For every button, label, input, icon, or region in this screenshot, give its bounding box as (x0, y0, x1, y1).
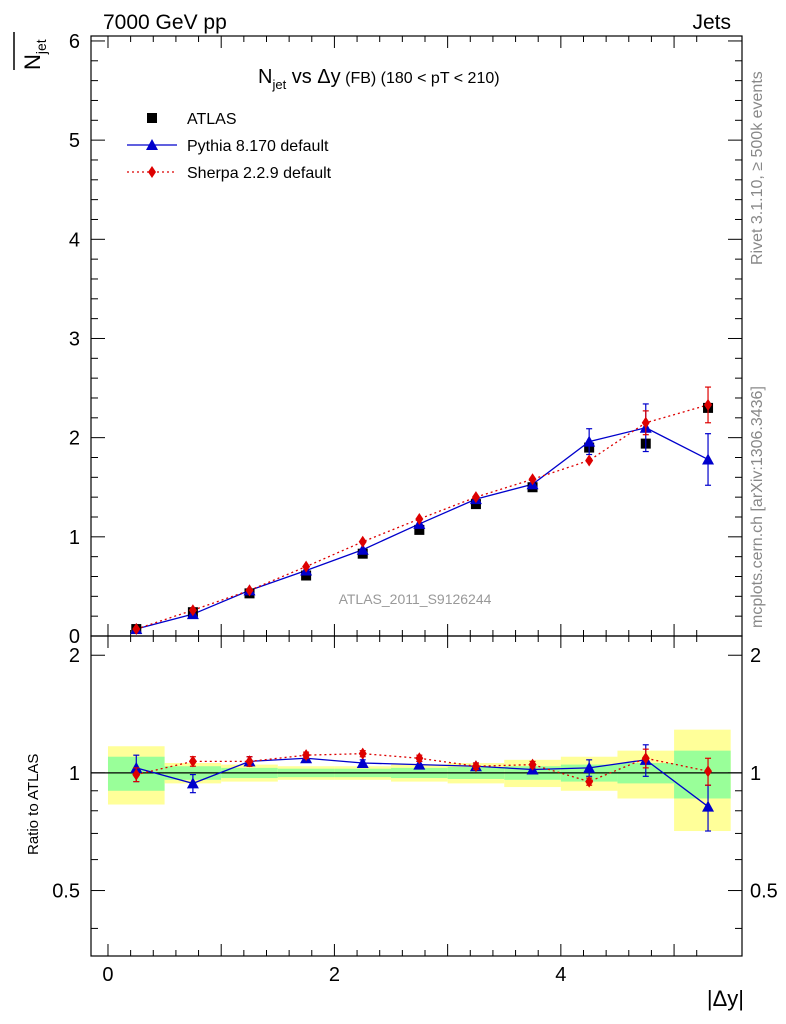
title-rest: vs Δy (286, 66, 340, 88)
title-main: N (258, 66, 272, 88)
ratio-tick-label-right: 0.5 (750, 881, 778, 903)
sherpa-ratio-point (188, 755, 197, 768)
sherpa-point (471, 491, 480, 504)
legend-sherpa-label: Sherpa 2.2.9 default (187, 165, 332, 182)
legend-atlas-label: ATLAS (187, 111, 237, 128)
legend-atlas-marker (147, 113, 157, 123)
pythia-point (702, 453, 715, 465)
title-range: (180 < pT < 210) (376, 70, 499, 87)
x-tick-label: 0 (102, 964, 113, 986)
y-tick-label: 6 (69, 31, 80, 53)
sherpa-ratio-point (358, 747, 367, 760)
title-fb: (FB) (341, 70, 377, 87)
sherpa-ratio-point (641, 752, 650, 765)
sherpa-point (704, 398, 713, 411)
y-tick-label: 5 (69, 130, 80, 152)
sherpa-line (136, 404, 709, 630)
chart-title: Njet vs Δy (FB) (180 < pT < 210) (258, 66, 500, 92)
y-tick-label: 0 (69, 626, 80, 648)
mcplots-label: mcplots.cern.ch [arXiv:1306.3436] (749, 386, 766, 628)
ratio-tick-label-right: 2 (750, 645, 761, 667)
sherpa-ratio-point (302, 749, 311, 762)
y-tick-label: 4 (69, 229, 80, 251)
title-sub: jet (271, 77, 286, 92)
sherpa-ratio-point (471, 760, 480, 773)
pythia-ratio-point (702, 800, 715, 812)
ratio-axis-label: Ratio to ATLAS (25, 754, 42, 855)
sherpa-point (358, 535, 367, 548)
y-tick-label: 1 (69, 527, 80, 549)
x-tick-label: 4 (555, 964, 566, 986)
sherpa-point (585, 454, 594, 467)
legend-sherpa-marker (148, 166, 156, 178)
sherpa-point (188, 604, 197, 617)
ratio-tick-label-left: 1 (69, 763, 80, 785)
ratio-panel-frame (90, 635, 743, 957)
pythia-ratio-point (356, 756, 369, 768)
legend-pythia-marker (146, 139, 158, 150)
ylabel-sub: jet (33, 39, 49, 55)
legend-pythia-label: Pythia 8.170 default (187, 138, 329, 155)
atlas-point (414, 524, 425, 535)
ratio-band-green-10 (674, 750, 731, 799)
ylabel-main: N (20, 54, 45, 70)
ratio-tick-label-left: 2 (69, 645, 80, 667)
sherpa-point (528, 473, 537, 486)
x-tick-label: 2 (329, 964, 340, 986)
sherpa-ratio-point (704, 765, 713, 778)
y-tick-label: 3 (69, 328, 80, 350)
rivet-label: Rivet 3.1.10, ≥ 500k events (749, 71, 766, 265)
sherpa-point (641, 416, 650, 429)
y-axis-label: Njet (20, 39, 49, 70)
ratio-tick-label-left: 0.5 (52, 881, 80, 903)
y-tick-label: 2 (69, 428, 80, 450)
pythia-ratio-point (583, 761, 596, 773)
pythia-point (583, 435, 596, 447)
x-axis-label: |Δy| (707, 986, 744, 1011)
pythia-ratio-point (186, 777, 199, 789)
pythia-point (356, 543, 369, 555)
sherpa-ratio-point (415, 752, 424, 765)
header-energy-label: 7000 GeV pp (103, 11, 227, 34)
sherpa-point (132, 623, 141, 636)
header-process-label: Jets (692, 11, 731, 34)
sherpa-point (415, 512, 424, 525)
analysis-watermark: ATLAS_2011_S9126244 (339, 591, 492, 607)
sherpa-ratio-point (585, 775, 594, 788)
ratio-tick-label-right: 1 (750, 763, 761, 785)
sherpa-ratio-point (132, 768, 141, 781)
sherpa-point (302, 560, 311, 573)
svg-text:Njet: Njet (20, 39, 49, 70)
sherpa-ratio-point (528, 758, 537, 771)
sherpa-point (245, 584, 254, 597)
sherpa-ratio-point (245, 755, 254, 768)
